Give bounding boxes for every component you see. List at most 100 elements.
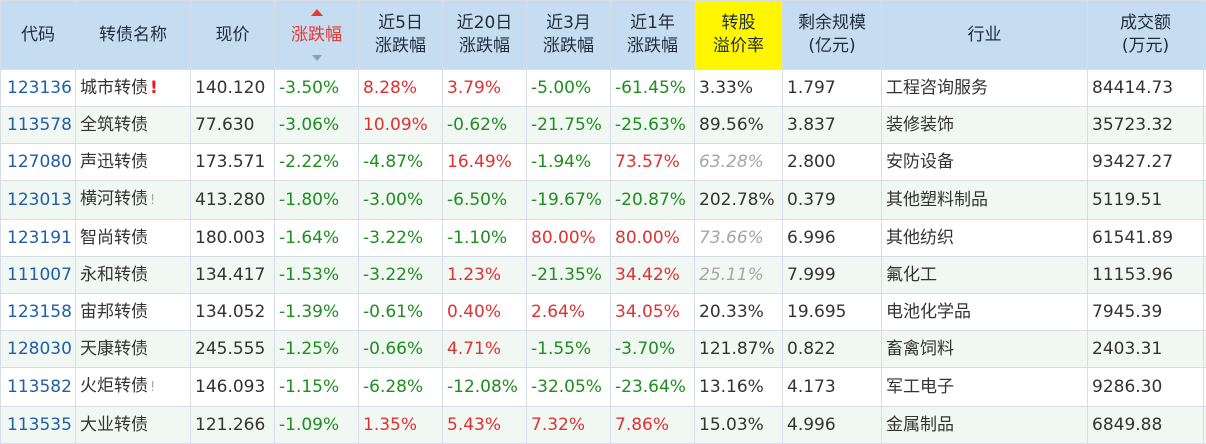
cell-premium: 121.87% bbox=[695, 331, 783, 368]
cell-price: 245.555 bbox=[191, 331, 275, 368]
warning-mark-icon: ! bbox=[150, 380, 155, 395]
bond-code-link[interactable]: 111007 bbox=[1, 257, 76, 294]
bond-name-cell[interactable]: 大业转债 bbox=[76, 407, 191, 444]
bond-code-link[interactable]: 123158 bbox=[1, 294, 76, 331]
col-header-code-label: 代码 bbox=[21, 25, 55, 45]
col-header-chg3m[interactable]: 近3月涨跌幅 bbox=[527, 1, 611, 70]
cell-change: -1.53% bbox=[275, 257, 359, 294]
cell-chg5d: 8.28% bbox=[359, 70, 443, 107]
cell-price: 77.630 bbox=[191, 107, 275, 144]
cell-industry: 装修装饰 bbox=[882, 107, 1088, 144]
cell-premium: 15.03% bbox=[695, 407, 783, 444]
cell-change: -1.15% bbox=[275, 368, 359, 407]
cell-chg5d: -3.22% bbox=[359, 220, 443, 257]
cell-price: 121.266 bbox=[191, 407, 275, 444]
col-header-premium[interactable]: 转股溢价率 bbox=[695, 1, 783, 70]
cell-price: 413.280 bbox=[191, 181, 275, 220]
cell-chg5d: 1.35% bbox=[359, 407, 443, 444]
cell-chg1y: -3.70% bbox=[611, 331, 695, 368]
col-header-industry[interactable]: 行业 bbox=[882, 1, 1088, 70]
bond-name-cell[interactable]: 横河转债! bbox=[76, 181, 191, 220]
col-header-change-label: 涨跌幅 bbox=[291, 25, 342, 45]
cell-chg20d: 4.71% bbox=[443, 331, 527, 368]
cell-chg5d: -3.22% bbox=[359, 257, 443, 294]
cell-change: -1.80% bbox=[275, 181, 359, 220]
cell-chg3m: 7.32% bbox=[527, 407, 611, 444]
col-header-code[interactable]: 代码 bbox=[1, 1, 76, 70]
bond-name-cell[interactable]: 天康转债 bbox=[76, 331, 191, 368]
bond-code-link[interactable]: 113535 bbox=[1, 407, 76, 444]
bond-name-cell[interactable]: 火炬转债! bbox=[76, 368, 191, 407]
cell-industry: 其他纺织 bbox=[882, 220, 1088, 257]
col-header-volume[interactable]: 成交额(万元) bbox=[1088, 1, 1204, 70]
bond-code-link[interactable]: 113578 bbox=[1, 107, 76, 144]
cell-industry: 工程咨询服务 bbox=[882, 70, 1088, 107]
col-header-chg1y[interactable]: 近1年涨跌幅 bbox=[611, 1, 695, 70]
cell-chg20d: -6.50% bbox=[443, 181, 527, 220]
cell-change: -2.22% bbox=[275, 144, 359, 181]
cell-price: 140.120 bbox=[191, 70, 275, 107]
cell-premium: 63.28% bbox=[695, 144, 783, 181]
col-header-name[interactable]: 转债名称 bbox=[76, 1, 191, 70]
bond-name-cell[interactable]: 智尚转债 bbox=[76, 220, 191, 257]
bond-name: 宙邦转债 bbox=[80, 302, 148, 322]
col-header-chg5d-line1: 近5日 bbox=[378, 13, 423, 33]
col-header-size[interactable]: 剩余规模(亿元) bbox=[783, 1, 882, 70]
cell-premium: 3.33% bbox=[695, 70, 783, 107]
sort-asc-icon bbox=[311, 9, 323, 16]
col-header-chg5d[interactable]: 近5日涨跌幅 bbox=[359, 1, 443, 70]
bond-code-link[interactable]: 113582 bbox=[1, 368, 76, 407]
cell-volume: 6849.88 bbox=[1088, 407, 1204, 444]
cell-chg5d: -4.87% bbox=[359, 144, 443, 181]
bond-name-cell[interactable]: 全筑转债 bbox=[76, 107, 191, 144]
cell-change: -1.39% bbox=[275, 294, 359, 331]
col-header-price-label: 现价 bbox=[216, 25, 250, 45]
bond-code-link[interactable]: 123136 bbox=[1, 70, 76, 107]
col-header-chg3m-line1: 近3月 bbox=[546, 13, 591, 33]
bond-name-cell[interactable]: 城市转债! bbox=[76, 70, 191, 107]
bond-name: 火炬转债 bbox=[80, 376, 148, 396]
col-header-premium-line1: 转股 bbox=[722, 13, 756, 33]
cell-chg3m: -21.35% bbox=[527, 257, 611, 294]
cell-premium: 13.16% bbox=[695, 368, 783, 407]
bond-name-cell[interactable]: 永和转债 bbox=[76, 257, 191, 294]
col-header-chg20d[interactable]: 近20日涨跌幅 bbox=[443, 1, 527, 70]
cell-volume: 35723.32 bbox=[1088, 107, 1204, 144]
cell-price: 134.417 bbox=[191, 257, 275, 294]
cell-industry: 畜禽饲料 bbox=[882, 331, 1088, 368]
bond-name: 大业转债 bbox=[80, 415, 148, 435]
col-header-size-line2: (亿元) bbox=[808, 36, 855, 56]
bond-code-link[interactable]: 128030 bbox=[1, 331, 76, 368]
cell-chg3m: 2.64% bbox=[527, 294, 611, 331]
cell-change: -3.06% bbox=[275, 107, 359, 144]
cell-size: 0.379 bbox=[783, 181, 882, 220]
cell-chg1y: -23.64% bbox=[611, 368, 695, 407]
col-header-price[interactable]: 现价 bbox=[191, 1, 275, 70]
col-header-change[interactable]: 涨跌幅 bbox=[275, 1, 359, 70]
col-header-chg20d-line2: 涨跌幅 bbox=[459, 36, 510, 56]
cell-chg20d: -0.62% bbox=[443, 107, 527, 144]
bond-code-link[interactable]: 123191 bbox=[1, 220, 76, 257]
cell-size: 2.800 bbox=[783, 144, 882, 181]
bond-name-cell[interactable]: 声迅转债 bbox=[76, 144, 191, 181]
bond-code-link[interactable]: 127080 bbox=[1, 144, 76, 181]
cell-chg1y: 73.57% bbox=[611, 144, 695, 181]
cell-chg1y: -25.63% bbox=[611, 107, 695, 144]
cell-industry: 其他塑料制品 bbox=[882, 181, 1088, 220]
bond-name-cell[interactable]: 宙邦转债 bbox=[76, 294, 191, 331]
cell-size: 7.999 bbox=[783, 257, 882, 294]
cell-chg1y: 7.86% bbox=[611, 407, 695, 444]
bond-code-link[interactable]: 123013 bbox=[1, 181, 76, 220]
cell-premium: 20.33% bbox=[695, 294, 783, 331]
